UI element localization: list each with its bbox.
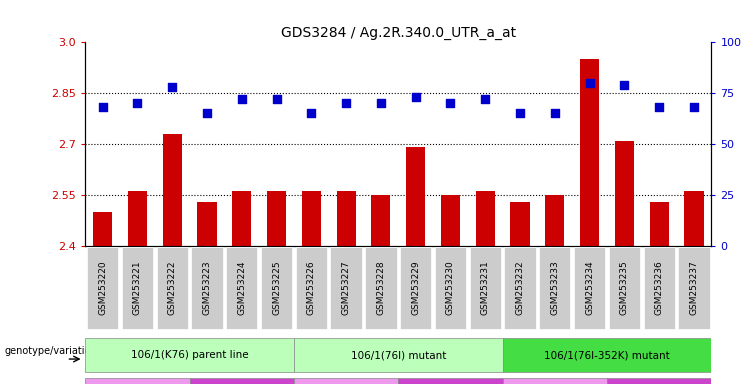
Point	[201, 111, 213, 117]
FancyBboxPatch shape	[574, 247, 605, 329]
Point	[584, 80, 596, 86]
Point	[236, 96, 247, 102]
Text: GSM253232: GSM253232	[516, 261, 525, 315]
FancyBboxPatch shape	[399, 378, 502, 384]
Point	[410, 94, 422, 100]
Text: GSM253225: GSM253225	[272, 261, 281, 315]
Point	[96, 104, 108, 111]
FancyBboxPatch shape	[85, 378, 190, 384]
Text: genotype/variation: genotype/variation	[4, 346, 97, 356]
Text: GSM253230: GSM253230	[446, 261, 455, 315]
FancyBboxPatch shape	[607, 378, 711, 384]
Text: GSM253235: GSM253235	[620, 261, 629, 315]
Text: GSM253236: GSM253236	[655, 261, 664, 315]
Point	[166, 84, 178, 90]
Text: GSM253227: GSM253227	[342, 261, 350, 315]
FancyBboxPatch shape	[539, 247, 571, 329]
Text: GSM253222: GSM253222	[167, 261, 176, 315]
FancyBboxPatch shape	[643, 247, 675, 329]
Point	[305, 111, 317, 117]
Point	[340, 100, 352, 106]
FancyBboxPatch shape	[502, 338, 711, 372]
Bar	[232, 192, 251, 246]
Bar	[197, 202, 216, 246]
FancyBboxPatch shape	[470, 247, 501, 329]
Bar	[302, 192, 321, 246]
Text: GSM253226: GSM253226	[307, 261, 316, 315]
FancyBboxPatch shape	[330, 247, 362, 329]
Point	[549, 111, 561, 117]
Bar	[371, 195, 391, 246]
Bar	[476, 192, 495, 246]
FancyBboxPatch shape	[400, 247, 431, 329]
Point	[619, 82, 631, 88]
Text: 106/1(76I) mutant: 106/1(76I) mutant	[350, 350, 446, 360]
FancyBboxPatch shape	[505, 247, 536, 329]
Text: GSM253233: GSM253233	[551, 261, 559, 315]
Text: GSM253237: GSM253237	[689, 261, 699, 315]
Bar	[336, 192, 356, 246]
FancyBboxPatch shape	[122, 247, 153, 329]
FancyBboxPatch shape	[190, 378, 294, 384]
Title: GDS3284 / Ag.2R.340.0_UTR_a_at: GDS3284 / Ag.2R.340.0_UTR_a_at	[281, 26, 516, 40]
Text: GSM253229: GSM253229	[411, 261, 420, 315]
Point	[479, 96, 491, 102]
FancyBboxPatch shape	[294, 378, 399, 384]
FancyBboxPatch shape	[435, 247, 466, 329]
FancyBboxPatch shape	[191, 247, 222, 329]
Point	[654, 104, 665, 111]
Text: GSM253221: GSM253221	[133, 261, 142, 315]
Bar	[93, 212, 112, 246]
FancyBboxPatch shape	[156, 247, 187, 329]
Point	[688, 104, 700, 111]
Point	[270, 96, 282, 102]
FancyBboxPatch shape	[85, 338, 294, 372]
Bar	[267, 192, 286, 246]
Text: GSM253228: GSM253228	[376, 261, 385, 315]
Bar	[545, 195, 565, 246]
FancyBboxPatch shape	[226, 247, 257, 329]
Point	[375, 100, 387, 106]
Text: 106/1(76I-352K) mutant: 106/1(76I-352K) mutant	[544, 350, 670, 360]
Text: GSM253224: GSM253224	[237, 261, 246, 315]
FancyBboxPatch shape	[609, 247, 640, 329]
FancyBboxPatch shape	[296, 247, 327, 329]
FancyBboxPatch shape	[678, 247, 710, 329]
Text: GSM253220: GSM253220	[98, 261, 107, 315]
Bar	[685, 192, 703, 246]
FancyBboxPatch shape	[502, 378, 607, 384]
Bar	[511, 202, 530, 246]
FancyBboxPatch shape	[294, 338, 502, 372]
Bar	[580, 59, 599, 246]
Bar	[650, 202, 668, 246]
FancyBboxPatch shape	[365, 247, 396, 329]
Bar	[406, 147, 425, 246]
Bar	[441, 195, 460, 246]
Point	[445, 100, 456, 106]
Text: 106/1(K76) parent line: 106/1(K76) parent line	[130, 350, 248, 360]
Bar	[162, 134, 182, 246]
Text: GSM253234: GSM253234	[585, 261, 594, 315]
Bar	[128, 192, 147, 246]
FancyBboxPatch shape	[261, 247, 292, 329]
Text: GSM253231: GSM253231	[481, 261, 490, 315]
FancyBboxPatch shape	[87, 247, 119, 329]
Text: GSM253223: GSM253223	[202, 261, 211, 315]
Bar	[615, 141, 634, 246]
Point	[514, 111, 526, 117]
Point	[131, 100, 143, 106]
